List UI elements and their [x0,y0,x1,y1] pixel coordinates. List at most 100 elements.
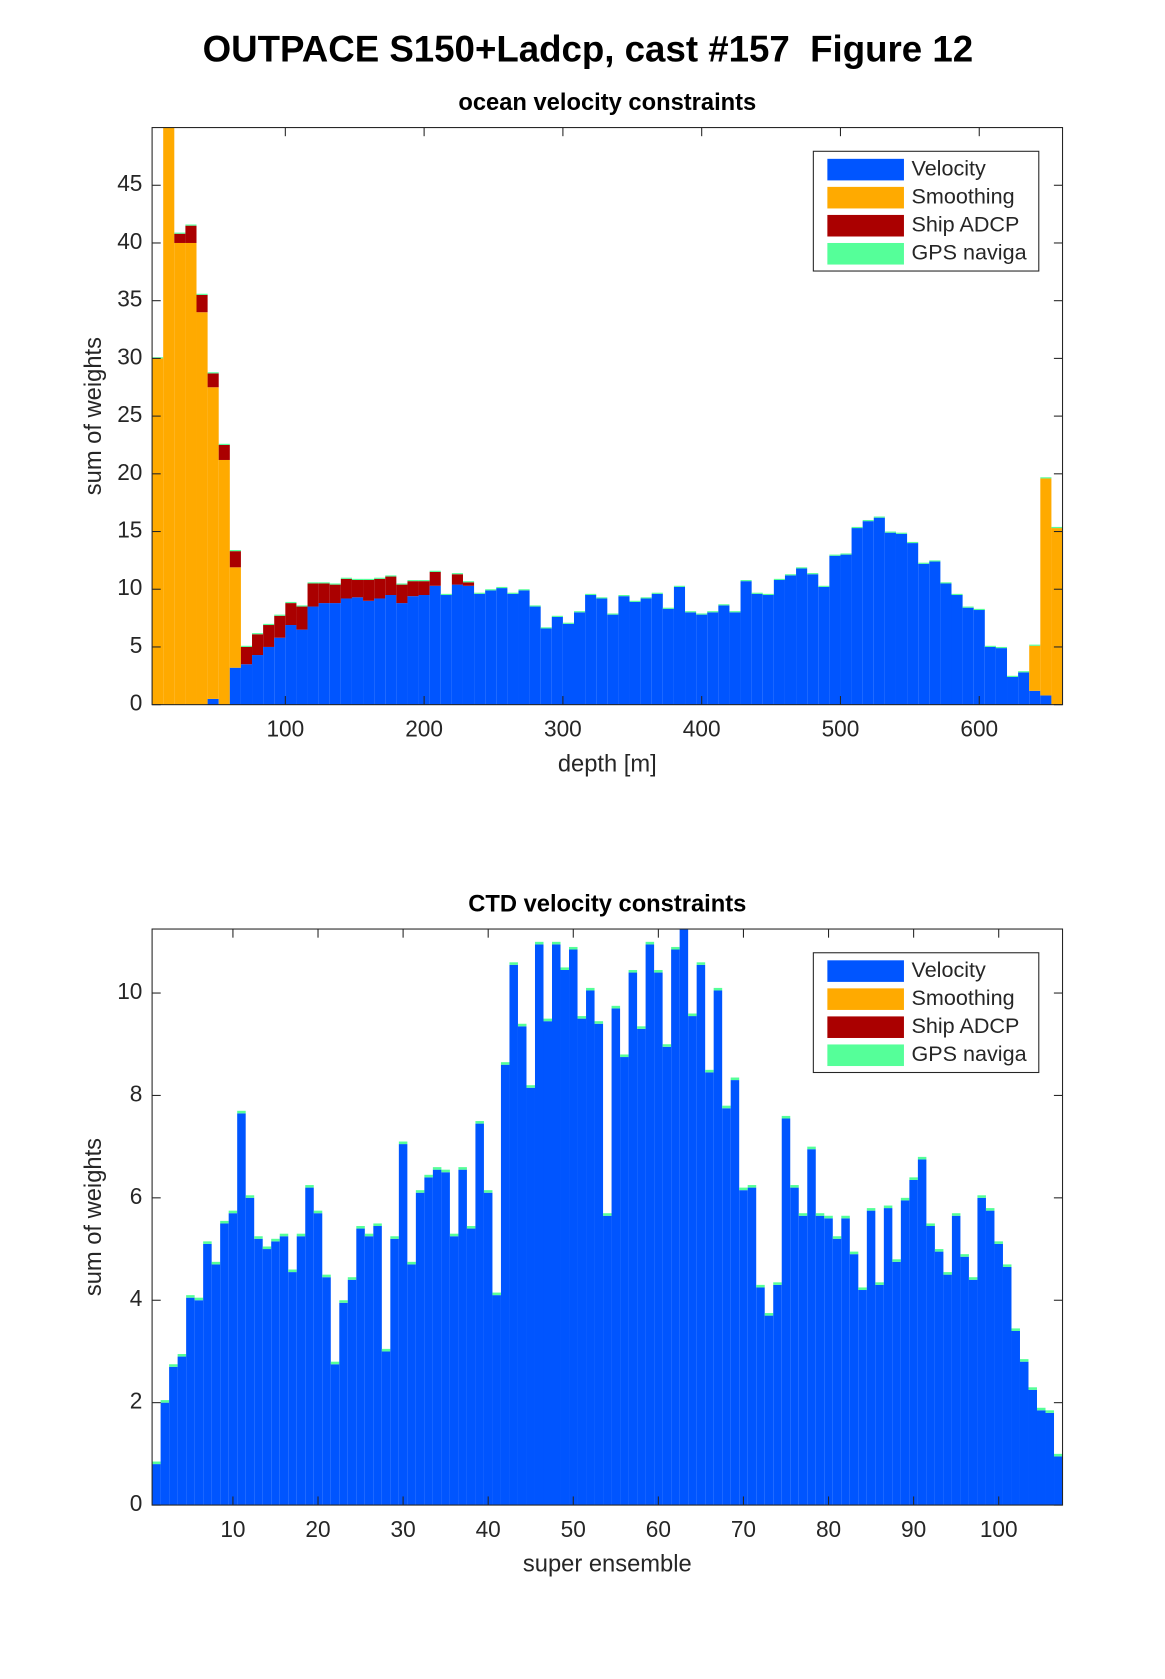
x-tick-label: 100 [980,1516,1018,1542]
bar-segment [398,1144,408,1506]
bar-segment [271,1241,280,1506]
bar-segment [526,1087,535,1506]
bar-segment [474,593,486,705]
bar-segment [707,612,719,705]
bar-segment [815,1215,825,1506]
bar-segment [705,1069,714,1073]
bar-segment [875,1284,884,1506]
bar-segment [329,603,341,705]
bar-segment [509,964,518,1506]
bar-segment [398,1141,408,1145]
bar-segment [620,1054,629,1058]
axes-box [151,928,1064,1506]
bar-segment [407,596,419,705]
bar-segment [985,1210,995,1506]
bar-segment [841,1215,850,1219]
bar-segment [968,1279,978,1506]
bar-segment [977,1195,986,1198]
bar-segment [1040,478,1052,696]
x-tick-label: 20 [305,1516,330,1542]
bar-segment [466,1228,476,1506]
bar-segment [883,1208,893,1506]
bar-segment [492,1292,501,1296]
legend-swatch [827,1044,904,1067]
figure-title: OUTPACE S150+Ladcp, cast #157 Figure 12 [203,29,973,70]
bar-segment [740,581,752,705]
bar-segment [203,1243,212,1506]
bar-segment [500,1062,510,1065]
bar-segment [662,1044,672,1047]
bar-segment [569,946,578,950]
bar-segment [163,127,175,705]
bar-segment [307,582,319,584]
bar-segment [796,567,808,569]
bar-segment [509,962,518,965]
bar-segment [873,516,885,518]
x-tick-label: 40 [476,1516,501,1542]
bar-segment [685,611,697,613]
bar-segment [424,1177,433,1506]
bar-segment [662,608,674,705]
bar-segment [534,941,544,945]
bar-segment [285,601,297,604]
bar-segment [968,1277,978,1280]
bar-segment [245,1195,255,1198]
bar-segment [381,1351,391,1506]
bar-segment [475,1123,484,1506]
bar-segment [807,574,819,705]
bar-segment [807,1146,816,1150]
bar-segment [594,1023,604,1506]
bar-segment [237,1110,246,1114]
bar-segment [500,1064,510,1506]
bar-segment [518,590,530,705]
legend-swatch [827,960,904,982]
bar-segment [940,582,952,584]
bar-segment [551,616,563,705]
bar-segment [330,1364,340,1506]
bar-segment [585,593,597,596]
bar-segment [296,1236,306,1506]
bar-segment [751,593,763,705]
bar-segment [330,1361,340,1365]
bar-segment [640,598,652,705]
bar-segment [815,1213,825,1216]
bar-segment [960,1254,969,1257]
legend-swatch [827,988,904,1010]
bar-segment [824,1215,833,1219]
bar-segment [451,574,463,585]
bar-segment [152,357,164,359]
bar-segment [347,1279,357,1506]
bar-segment [943,1272,952,1275]
bar-segment [518,589,530,591]
bar-segment [926,1226,935,1506]
bar-segment [285,625,297,705]
bar-segment [364,1236,374,1506]
bar-segment [671,949,680,1506]
bar-segment [441,1172,450,1506]
bar-segment [858,1287,867,1291]
bar-segment [186,1295,195,1298]
legend-label: Ship ADCP [912,211,1020,236]
bar-segment [807,573,819,575]
bar-segment [160,1400,170,1403]
bar-segment [174,242,186,705]
y-tick-label: 25 [117,401,142,427]
bar-segment [1019,1361,1029,1506]
bar-segment [574,612,586,705]
bar-segment [407,580,419,582]
bar-segment [1045,1410,1055,1413]
bar-segment [798,1213,808,1216]
bar-segment [1011,1328,1020,1331]
bar-segment [762,593,774,596]
y-tick-label: 15 [117,517,142,543]
bar-segment [985,1208,995,1211]
bar-segment [363,600,375,705]
bar-segment [1028,1389,1037,1506]
bar-segment [152,1461,161,1465]
bar-segment [492,1295,501,1506]
bar-segment [169,1366,178,1506]
bar-segment [418,595,430,705]
bar-segment [207,698,219,705]
bar-segment [174,232,186,234]
bar-segment [1051,528,1063,705]
